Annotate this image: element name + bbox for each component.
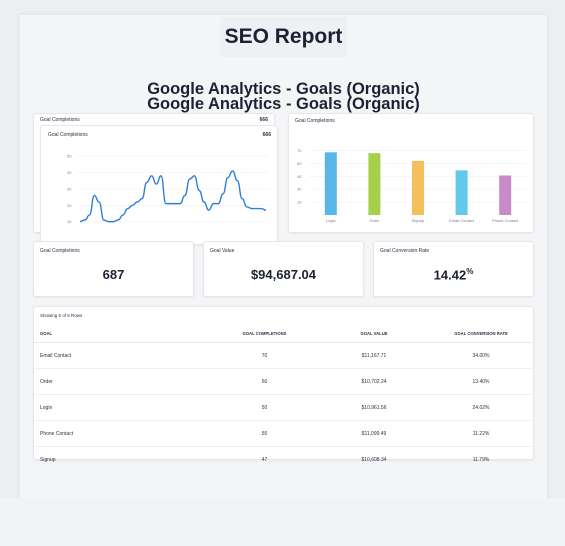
cell-completions: 47 bbox=[261, 456, 268, 463]
header-rate[interactable]: GOAL CONVERSION RATE bbox=[430, 324, 532, 343]
kpi-value: 14.42 bbox=[433, 267, 467, 283]
header-completions[interactable]: GOAL COMPLETIONS bbox=[211, 324, 318, 343]
line-chart-label: Goal Completions bbox=[48, 132, 88, 138]
y-tick-label: 45 bbox=[297, 174, 302, 179]
bar-signup bbox=[412, 160, 424, 215]
x-tick-label: Email Contact bbox=[449, 218, 475, 223]
y-tick-label: 10 bbox=[67, 219, 72, 224]
cell-completions: 60 bbox=[211, 368, 318, 395]
cell-goal: Signup bbox=[40, 456, 56, 463]
y-tick-label: 50 bbox=[67, 154, 72, 159]
kpi-value: $94,687.04 bbox=[250, 267, 317, 282]
series-line bbox=[79, 170, 267, 223]
y-tick-label: 30 bbox=[67, 186, 72, 191]
cell-completions: 50 bbox=[211, 394, 318, 421]
table-header-row: GOAL GOAL COMPLETIONS GOAL VALUE GOAL CO… bbox=[34, 324, 532, 343]
kpi-value-wrap: 687 bbox=[34, 267, 193, 282]
table-row: Email Contact 70 $11,167.71 34.00% bbox=[34, 342, 532, 369]
bar-phone-contact bbox=[499, 175, 512, 215]
page-title: SEO Report bbox=[224, 25, 343, 48]
line-chart: 50403020102 Feb16 Feb21 Feb28 Feb bbox=[67, 154, 272, 244]
table-row: Order 60 $10,702.24 13.40% bbox=[34, 368, 532, 395]
cell-value: $10,961.56 bbox=[318, 394, 430, 421]
line-chart-card[interactable]: Goal Completions 666 50403020102 Feb16 F… bbox=[40, 125, 278, 245]
cell-completions: 70 bbox=[211, 342, 318, 369]
x-tick-label: Signup bbox=[412, 218, 425, 223]
cell-value: $11,167.71 bbox=[318, 342, 430, 369]
table-row: Phone Contact 55 $11,099.49 11.22% bbox=[34, 420, 532, 447]
x-tick-label: Phone Contact bbox=[492, 218, 519, 223]
bar-order bbox=[368, 153, 381, 215]
bar-login bbox=[324, 152, 337, 215]
line-chart-total: 666 bbox=[262, 132, 271, 138]
cell-rate: 11.22% bbox=[430, 420, 532, 447]
kpi-goal-value: Goal Value $94,687.04 bbox=[203, 241, 364, 297]
section-title: Google Analytics - Goals (Organic) bbox=[147, 80, 420, 98]
y-tick-label: 30 bbox=[297, 187, 302, 192]
x-tick-label: Order bbox=[369, 218, 380, 223]
bottom-band bbox=[0, 498, 565, 546]
goals-table: GOAL GOAL COMPLETIONS GOAL VALUE GOAL CO… bbox=[34, 324, 532, 472]
kpi-label: Goal Value bbox=[210, 248, 235, 254]
x-tick-label: Login bbox=[326, 218, 336, 223]
page-title-box: SEO Report bbox=[220, 17, 347, 57]
cell-rate: 13.40% bbox=[430, 368, 532, 395]
line-chart-back-label: Goal Completions bbox=[40, 117, 80, 123]
kpi-label: Goal Completions bbox=[40, 248, 80, 254]
bar-email-contact bbox=[455, 170, 468, 215]
cell-value: $11,099.49 bbox=[318, 420, 430, 447]
bar-chart-label: Goal Completions bbox=[295, 118, 335, 124]
cell-rate: 24.02% bbox=[430, 394, 532, 421]
header-goal[interactable]: GOAL bbox=[34, 324, 211, 343]
header-value[interactable]: GOAL VALUE bbox=[318, 324, 430, 343]
table-row: Signup 47 $10,608.34 11.79% bbox=[34, 447, 532, 473]
cell-completions: 55 bbox=[211, 420, 318, 447]
report-page: SEO Report Google Analytics - Goals (Org… bbox=[20, 15, 547, 498]
section-title-overlay: Google Analytics - Goals (Organic) bbox=[147, 95, 420, 113]
y-tick-label: 75 bbox=[297, 148, 302, 153]
kpi-label: Goal Conversion Rate bbox=[380, 248, 430, 254]
y-tick-label: 60 bbox=[297, 161, 302, 166]
goals-table-card: Showing 5 of 5 Rows GOAL GOAL COMPLETION… bbox=[33, 306, 534, 463]
cell-goal: Phone Contact bbox=[34, 420, 211, 447]
kpi-value-wrap: $94,687.04 bbox=[204, 267, 363, 282]
kpi-value: 687 bbox=[102, 267, 125, 282]
cell-rate: 11.79% bbox=[472, 456, 490, 463]
bar-chart-card[interactable]: Goal Completions 75 60 45 30 15 Login Order Sig… bbox=[288, 113, 534, 233]
cell-value: $10,702.24 bbox=[318, 368, 430, 395]
cell-value: $10,608.34 bbox=[361, 456, 387, 463]
y-tick-label: 40 bbox=[67, 170, 72, 175]
kpi-suffix: % bbox=[466, 267, 474, 276]
bar-chart: 75 60 45 30 15 Login Order Signup Email Contact P… bbox=[297, 148, 527, 223]
y-tick-label: 20 bbox=[67, 203, 72, 208]
y-tick-label: 15 bbox=[297, 200, 302, 205]
cell-rate: 34.00% bbox=[430, 342, 532, 369]
table-row: Login 50 $10,961.56 24.02% bbox=[34, 394, 532, 421]
kpi-goal-completions: Goal Completions 687 bbox=[33, 241, 194, 297]
table-caption: Showing 5 of 5 Rows bbox=[40, 313, 83, 318]
cell-goal: Order bbox=[34, 368, 211, 395]
cell-goal: Email Contact bbox=[34, 342, 211, 369]
kpi-conversion-rate: Goal Conversion Rate 14.42% bbox=[373, 241, 534, 297]
line-chart-back-total: 666 bbox=[259, 117, 268, 123]
kpi-value-wrap: 14.42% bbox=[374, 267, 533, 282]
cell-goal: Login bbox=[34, 394, 211, 421]
